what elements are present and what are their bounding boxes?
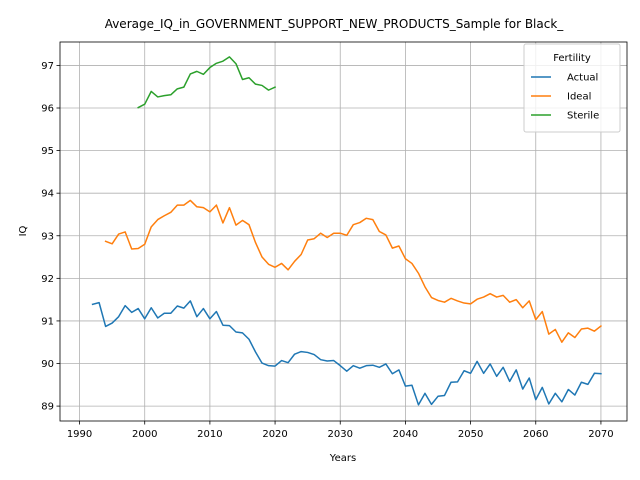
x-tick-label: 2030 xyxy=(328,429,353,440)
y-tick-label: 97 xyxy=(41,61,54,72)
y-tick-label: 92 xyxy=(41,274,54,285)
legend-label-sterile: Sterile xyxy=(567,111,599,122)
y-tick-label: 90 xyxy=(41,359,54,370)
series-line-sterile xyxy=(137,56,277,109)
legend: Fertility Actual Ideal Sterile xyxy=(523,43,621,133)
y-tick-label: 93 xyxy=(41,231,54,242)
legend-label-ideal: Ideal xyxy=(567,92,591,103)
x-tick-label: 2000 xyxy=(132,429,157,440)
series-lines xyxy=(91,56,602,406)
x-tick-label: 2020 xyxy=(262,429,287,440)
x-tick-label: 2040 xyxy=(393,429,418,440)
y-tick-label: 95 xyxy=(41,146,54,157)
x-tick-label: 2050 xyxy=(458,429,483,440)
x-axis: 1990 2000 2010 2020 2030 2040 2050 2060 2070 xyxy=(67,421,614,440)
x-tick-label: 1990 xyxy=(67,429,92,440)
y-tick-label: 94 xyxy=(41,189,54,200)
y-axis: 89 90 91 92 93 94 95 96 97 xyxy=(41,61,60,413)
plot-frame xyxy=(59,41,628,422)
y-tick-label: 91 xyxy=(41,316,54,327)
y-tick-label: 96 xyxy=(41,104,54,115)
x-axis-title: Years xyxy=(329,453,356,464)
legend-title: Fertility xyxy=(553,53,591,64)
y-axis-title: IQ xyxy=(18,225,29,236)
chart-title: Average_IQ_in_GOVERNMENT_SUPPORT_NEW_PRO… xyxy=(105,17,565,31)
x-tick-label: 2060 xyxy=(523,429,548,440)
x-tick-label: 2070 xyxy=(588,429,613,440)
legend-box xyxy=(523,43,621,133)
legend-label-actual: Actual xyxy=(567,73,598,84)
y-tick-label: 89 xyxy=(41,402,54,413)
series-line-actual xyxy=(91,300,602,406)
series-line-ideal xyxy=(104,199,602,343)
x-tick-label: 2010 xyxy=(197,429,222,440)
